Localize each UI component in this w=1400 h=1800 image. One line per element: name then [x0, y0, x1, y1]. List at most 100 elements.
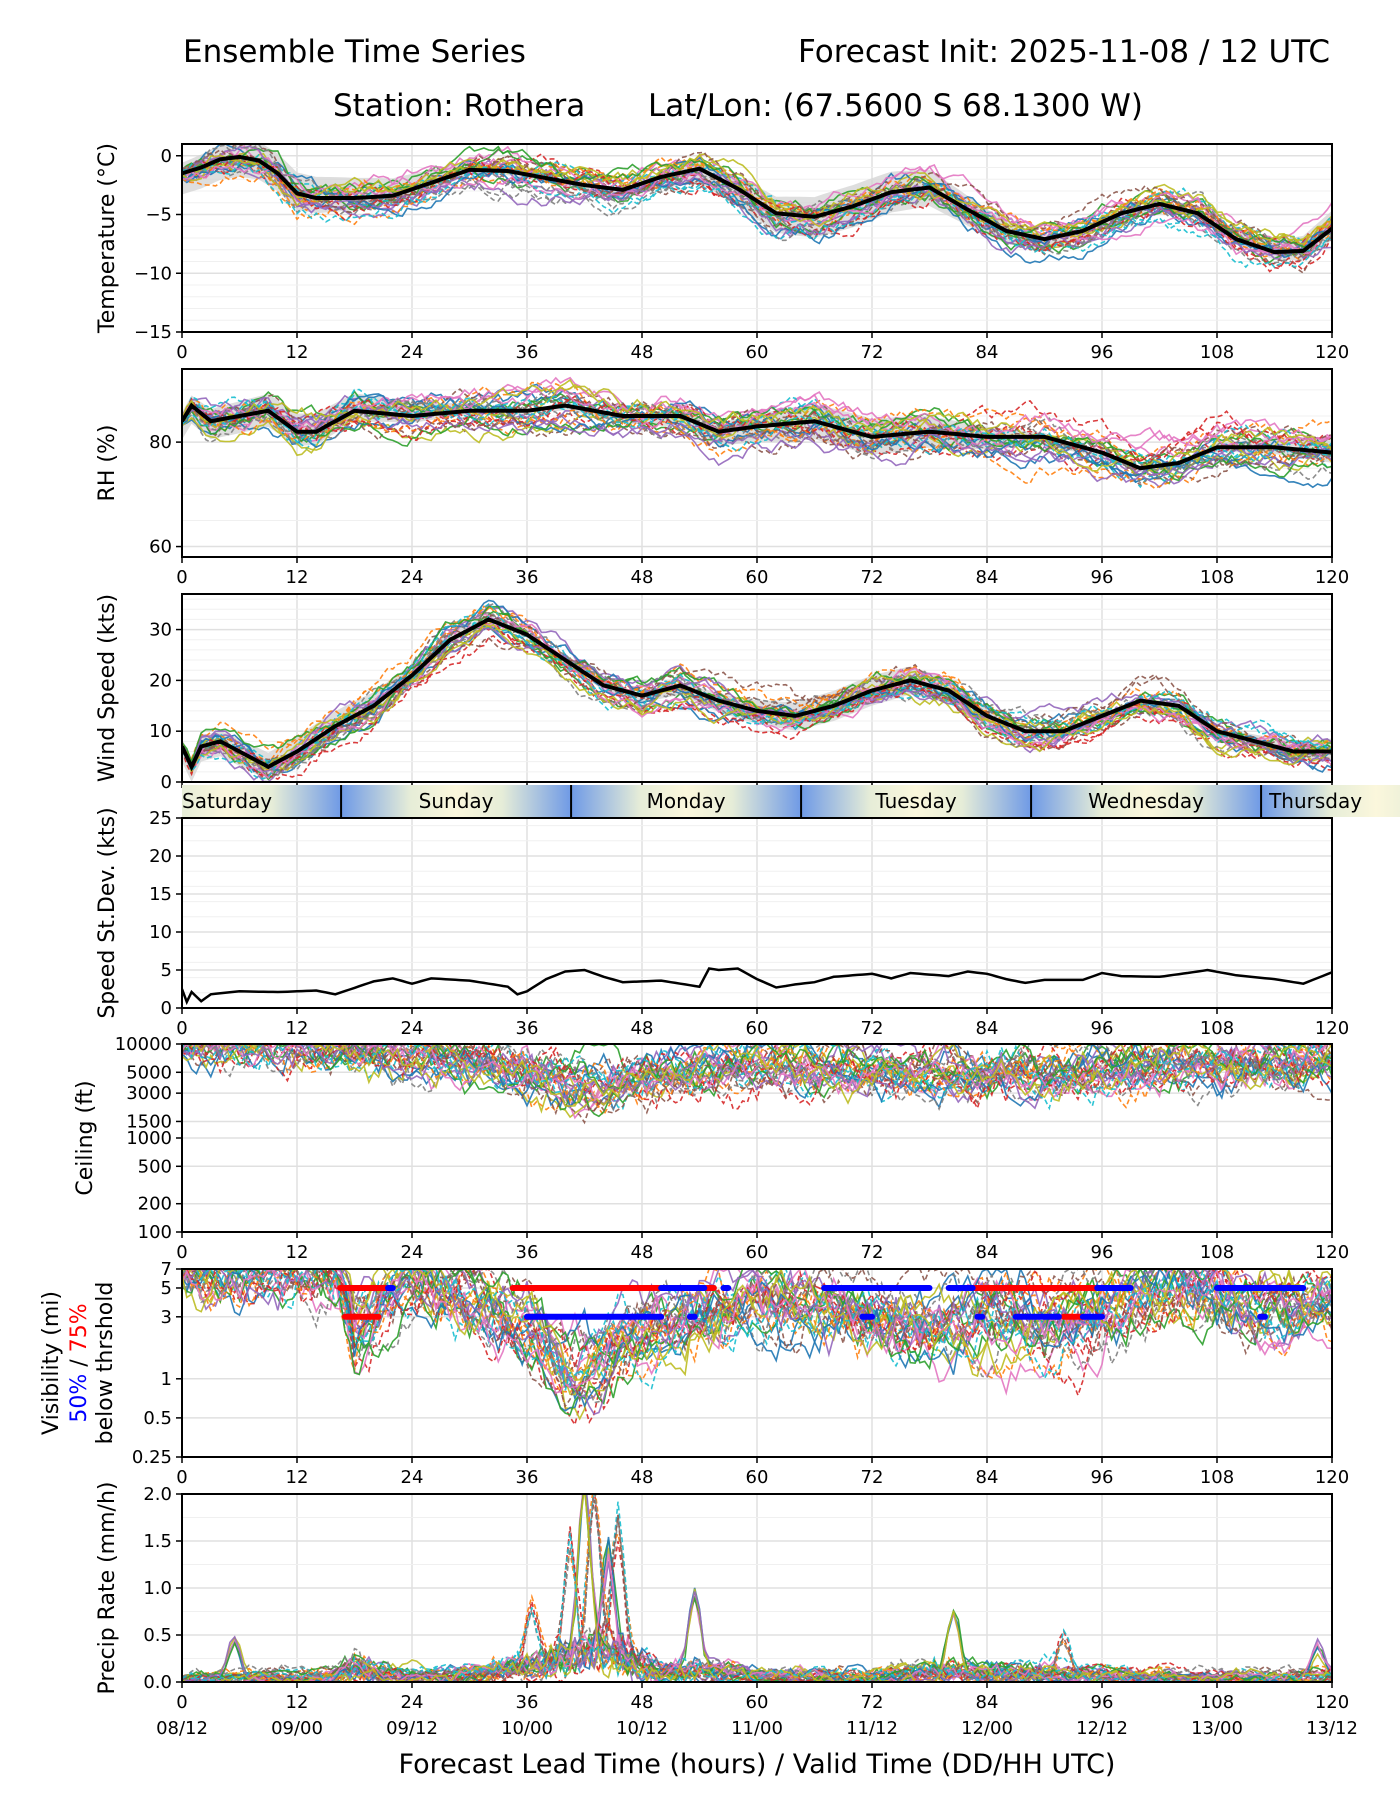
rh-member-line [182, 393, 1332, 489]
speed_stdev-ytick-label: 25 [149, 808, 172, 829]
precip-xtick-label: 108 [1200, 1692, 1234, 1713]
visibility-ytick-label: 7 [161, 1259, 172, 1280]
station-label: Station: Rothera [333, 88, 586, 124]
temperature-xtick-label: 60 [746, 342, 769, 363]
precip-xtick-label: 24 [401, 1692, 424, 1713]
visibility-series [182, 1269, 1332, 1427]
day-band-segment [1261, 785, 1400, 817]
ceiling-xtick-label: 72 [861, 1242, 884, 1263]
ceiling-member-line [182, 1044, 1332, 1108]
precip-member-line [182, 1514, 1332, 1682]
visibility-member-line [182, 1269, 1332, 1401]
ceiling-xtick-label: 120 [1315, 1242, 1349, 1263]
temperature-xtick-label: 72 [861, 342, 884, 363]
valid-time-label: 13/12 [1306, 1718, 1358, 1739]
visibility-xtick-label: 72 [861, 1467, 884, 1488]
speed_stdev-xtick-label: 84 [976, 1018, 999, 1039]
rh-xtick-label: 96 [1091, 567, 1114, 588]
precip-member-line [182, 1547, 1332, 1682]
day-label: Thursday [1268, 789, 1362, 813]
precip-ytick-label: 1.0 [143, 1578, 172, 1599]
speed_stdev-xtick-label: 60 [746, 1018, 769, 1039]
wind-member-line [182, 614, 1332, 777]
ceiling-member-line [182, 1044, 1332, 1111]
ceiling-ytick-label: 10000 [115, 1034, 172, 1055]
precip-xtick-label: 60 [746, 1692, 769, 1713]
visibility-member-line [182, 1269, 1332, 1387]
ceiling-ytick-label: 100 [138, 1222, 172, 1243]
precip-ytick-label: 1.5 [143, 1531, 172, 1552]
ceiling-member-line [182, 1044, 1332, 1112]
precip-xtick-label: 84 [976, 1692, 999, 1713]
visibility-xtick-label: 12 [286, 1467, 309, 1488]
rh-xtick-label: 84 [976, 567, 999, 588]
precip-ylabel: Precip Rate (mm/h) [95, 1482, 120, 1695]
temperature-xtick-label: 108 [1200, 342, 1234, 363]
rh-xtick-label: 120 [1315, 567, 1349, 588]
speed_stdev-series [182, 967, 1332, 1006]
ceiling-ytick-label: 1500 [126, 1111, 172, 1132]
precip-member-line [182, 1494, 1332, 1682]
ceiling-xtick-label: 12 [286, 1242, 309, 1263]
wind-ytick-label: 20 [149, 670, 172, 691]
valid-time-label: 12/12 [1076, 1718, 1128, 1739]
ceiling-member-line [182, 1044, 1332, 1106]
wind-member-line [182, 634, 1332, 781]
rh-xtick-label: 0 [176, 567, 187, 588]
temperature-xtick-label: 36 [516, 342, 539, 363]
speed_stdev-ytick-label: 5 [161, 960, 172, 981]
temperature-xtick-label: 24 [401, 342, 424, 363]
ylabel-sep: / [67, 1352, 92, 1373]
temperature-member-line [182, 156, 1332, 253]
rh-member-line [182, 381, 1332, 460]
chart-title-right: Forecast Init: 2025-11-08 / 12 UTC [798, 34, 1330, 70]
day-label: Sunday [419, 789, 494, 813]
valid-time-label: 12/00 [961, 1718, 1013, 1739]
ylabel-50pct: 50% [67, 1374, 92, 1423]
ceiling-ytick-label: 200 [138, 1194, 172, 1215]
precip-xtick-label: 96 [1091, 1692, 1114, 1713]
precip-series [182, 1494, 1332, 1682]
wind-member-line [182, 605, 1332, 761]
visibility-xtick-label: 48 [631, 1467, 654, 1488]
visibility-xtick-label: 60 [746, 1467, 769, 1488]
ceiling-xtick-label: 36 [516, 1242, 539, 1263]
ceiling-xtick-label: 24 [401, 1242, 424, 1263]
precip-xtick-label: 72 [861, 1692, 884, 1713]
day-label: Wednesday [1088, 789, 1204, 813]
ceiling-xtick-label: 96 [1091, 1242, 1114, 1263]
valid-time-label: 11/00 [731, 1718, 783, 1739]
rh-xtick-label: 48 [631, 567, 654, 588]
wind-member-line [182, 624, 1332, 775]
speed_stdev-ytick-label: 0 [161, 998, 172, 1019]
rh-ytick-label: 60 [149, 537, 172, 558]
valid-time-label: 10/00 [501, 1718, 553, 1739]
rh-xtick-label: 12 [286, 567, 309, 588]
valid-time-label: 10/12 [616, 1718, 668, 1739]
day-label: Monday [647, 789, 726, 813]
ceiling-xtick-label: 0 [176, 1242, 187, 1263]
day-label: Tuesday [874, 789, 957, 813]
day-band-segment [571, 785, 802, 817]
temperature-ylabel: Temperature (°C) [95, 143, 120, 334]
speed_stdev-xtick-label: 12 [286, 1018, 309, 1039]
valid-time-label: 09/12 [386, 1718, 438, 1739]
precip-ytick-label: 0.5 [143, 1625, 172, 1646]
speed_stdev-ylabel: Speed St.Dev. (kts) [95, 807, 120, 1018]
temperature-member-line [182, 162, 1332, 269]
visibility-ytick-label: 0.5 [143, 1408, 172, 1429]
ceiling-xtick-label: 84 [976, 1242, 999, 1263]
speed_stdev-xtick-label: 72 [861, 1018, 884, 1039]
ceiling-ytick-label: 500 [138, 1156, 172, 1177]
rh-xtick-label: 36 [516, 567, 539, 588]
speed_stdev-xtick-label: 24 [401, 1018, 424, 1039]
speed_stdev-mean-line [182, 967, 1332, 1006]
wind-ytick-label: 10 [149, 721, 172, 742]
temperature-ytick-label: −10 [134, 263, 172, 284]
rh-xtick-label: 108 [1200, 567, 1234, 588]
visibility-member-line [182, 1269, 1332, 1395]
temperature-xtick-label: 96 [1091, 342, 1114, 363]
speed_stdev-xtick-label: 120 [1315, 1018, 1349, 1039]
day-band-segment [1031, 785, 1262, 817]
speed_stdev-ytick-label: 20 [149, 846, 172, 867]
